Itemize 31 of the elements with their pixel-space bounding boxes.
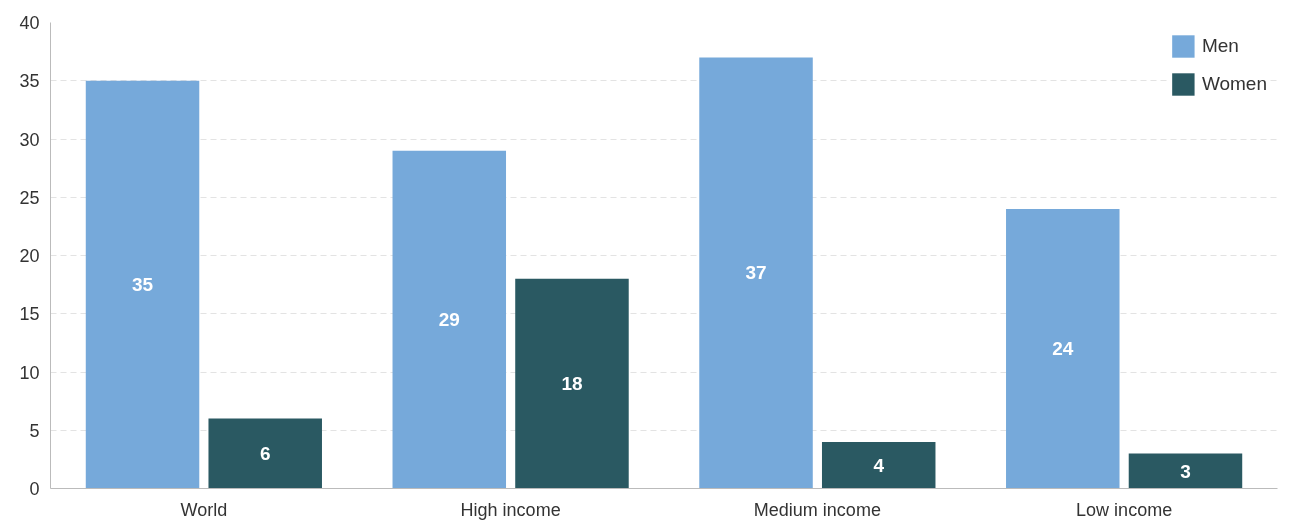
data-label: 18	[561, 373, 583, 395]
legend-label: Women	[1201, 73, 1267, 95]
y-tick-label: 10	[19, 362, 40, 383]
data-label: 6	[259, 443, 271, 465]
y-tick-label: 15	[19, 304, 40, 325]
y-tick-label: 0	[29, 479, 40, 499]
data-label: 35	[131, 274, 154, 296]
x-tick-label: Medium income	[753, 499, 881, 520]
x-tick-label: Low income	[1076, 499, 1173, 520]
legend-label: Men	[1201, 35, 1239, 57]
data-label: 4	[873, 454, 885, 476]
y-tick-label: 35	[19, 71, 40, 92]
x-tick-label: World	[180, 499, 228, 520]
bar	[85, 80, 200, 489]
x-tick-label: High income	[460, 499, 561, 520]
data-label: 24	[1052, 338, 1074, 360]
data-label: 29	[438, 309, 460, 331]
y-tick-label: 5	[29, 420, 40, 441]
bar	[821, 441, 936, 489]
bar	[208, 418, 322, 489]
y-tick-label: 20	[19, 246, 40, 266]
y-tick-label: 30	[19, 129, 40, 150]
y-tick-label: 40	[19, 13, 40, 33]
bar	[699, 57, 813, 489]
bar	[392, 150, 507, 489]
bar	[1006, 208, 1120, 489]
data-label: 37	[745, 262, 767, 284]
bar	[1128, 453, 1243, 489]
data-label: 3	[1180, 460, 1191, 482]
bar	[515, 278, 629, 489]
y-tick-label: 25	[19, 187, 40, 208]
